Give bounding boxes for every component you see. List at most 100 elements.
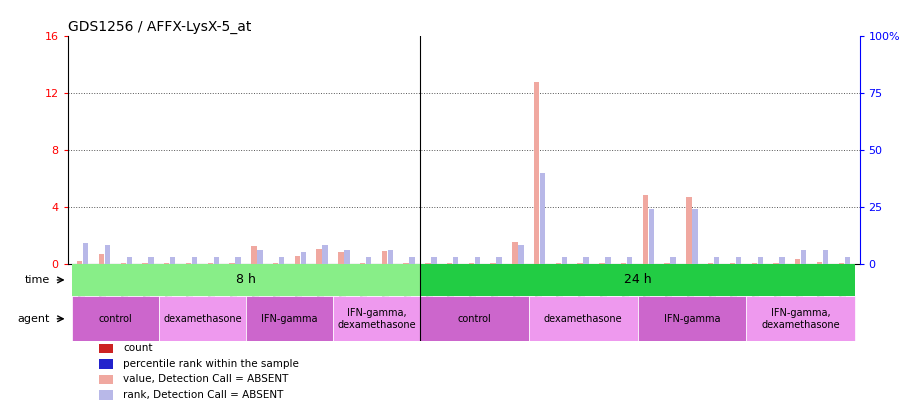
Bar xyxy=(382,251,387,264)
Bar xyxy=(333,296,420,341)
Bar xyxy=(301,252,306,264)
Bar xyxy=(605,257,610,264)
Bar xyxy=(99,343,113,353)
Bar xyxy=(621,263,626,264)
Text: percentile rank within the sample: percentile rank within the sample xyxy=(123,359,299,369)
Text: agent: agent xyxy=(18,314,50,324)
Text: IFN-gamma,
dexamethasone: IFN-gamma, dexamethasone xyxy=(338,308,416,330)
Bar xyxy=(491,263,496,264)
Bar xyxy=(730,263,735,264)
Bar xyxy=(643,195,648,264)
Bar xyxy=(497,257,502,264)
Bar xyxy=(104,245,110,264)
Text: 24 h: 24 h xyxy=(624,273,652,286)
Bar xyxy=(127,257,132,264)
Bar xyxy=(322,245,328,264)
Text: control: control xyxy=(457,314,491,324)
Bar xyxy=(420,296,529,341)
Bar xyxy=(758,257,763,264)
Bar xyxy=(736,257,742,264)
Text: dexamethasone: dexamethasone xyxy=(163,314,242,324)
Text: value, Detection Call = ABSENT: value, Detection Call = ABSENT xyxy=(123,375,288,384)
Bar xyxy=(844,257,850,264)
Bar xyxy=(431,257,436,264)
Text: GDS1256 / AFFX-LysX-5_at: GDS1256 / AFFX-LysX-5_at xyxy=(68,20,251,34)
Bar xyxy=(83,243,88,264)
Bar xyxy=(338,252,344,264)
Bar xyxy=(583,257,589,264)
Bar xyxy=(534,82,539,264)
Text: 8 h: 8 h xyxy=(236,273,256,286)
Bar xyxy=(637,296,746,341)
Bar xyxy=(714,257,719,264)
Bar xyxy=(148,257,154,264)
Bar xyxy=(246,296,333,341)
Bar xyxy=(708,263,714,264)
Bar xyxy=(795,259,800,264)
Bar xyxy=(99,254,104,264)
Bar xyxy=(649,209,654,264)
Bar xyxy=(273,263,278,264)
Bar xyxy=(425,263,430,264)
Bar xyxy=(170,257,176,264)
Bar xyxy=(627,257,633,264)
Bar xyxy=(746,296,855,341)
Bar xyxy=(823,250,828,264)
Bar xyxy=(686,197,692,264)
Bar xyxy=(453,257,458,264)
Bar xyxy=(512,242,517,264)
Bar xyxy=(72,296,159,341)
Bar xyxy=(142,263,148,264)
Bar xyxy=(518,245,524,264)
Bar xyxy=(159,296,246,341)
Bar xyxy=(208,263,213,264)
Text: IFN-gamma: IFN-gamma xyxy=(261,314,318,324)
Bar xyxy=(99,375,113,384)
Bar xyxy=(540,173,545,264)
Bar xyxy=(230,263,235,264)
Bar xyxy=(839,263,844,264)
Text: count: count xyxy=(123,343,152,354)
Bar xyxy=(447,263,453,264)
Bar xyxy=(752,263,757,264)
Bar xyxy=(670,257,676,264)
Bar xyxy=(578,263,583,264)
Bar xyxy=(77,261,83,264)
Bar xyxy=(344,250,349,264)
Bar xyxy=(420,264,855,296)
Bar xyxy=(251,247,256,264)
Bar xyxy=(121,263,126,264)
Bar xyxy=(192,257,197,264)
Bar xyxy=(388,250,393,264)
Bar xyxy=(185,263,191,264)
Bar xyxy=(562,257,567,264)
Bar xyxy=(366,257,372,264)
Bar xyxy=(555,263,561,264)
Bar xyxy=(235,257,240,264)
Bar xyxy=(279,257,284,264)
Bar xyxy=(164,263,169,264)
Bar xyxy=(403,263,409,264)
Bar xyxy=(72,264,420,296)
Bar xyxy=(474,257,480,264)
Bar xyxy=(257,250,263,264)
Bar xyxy=(801,250,806,264)
Text: IFN-gamma,
dexamethasone: IFN-gamma, dexamethasone xyxy=(761,308,840,330)
Bar xyxy=(773,263,778,264)
Bar xyxy=(692,209,698,264)
Bar xyxy=(360,263,365,264)
Text: dexamethasone: dexamethasone xyxy=(544,314,623,324)
Bar xyxy=(664,263,670,264)
Bar xyxy=(779,257,785,264)
Bar xyxy=(99,390,113,400)
Text: IFN-gamma: IFN-gamma xyxy=(663,314,720,324)
Bar xyxy=(469,263,474,264)
Bar xyxy=(529,296,637,341)
Bar xyxy=(817,262,823,264)
Text: time: time xyxy=(25,275,50,285)
Text: rank, Detection Call = ABSENT: rank, Detection Call = ABSENT xyxy=(123,390,284,400)
Bar xyxy=(599,263,605,264)
Bar xyxy=(99,359,113,369)
Bar xyxy=(317,249,322,264)
Bar xyxy=(410,257,415,264)
